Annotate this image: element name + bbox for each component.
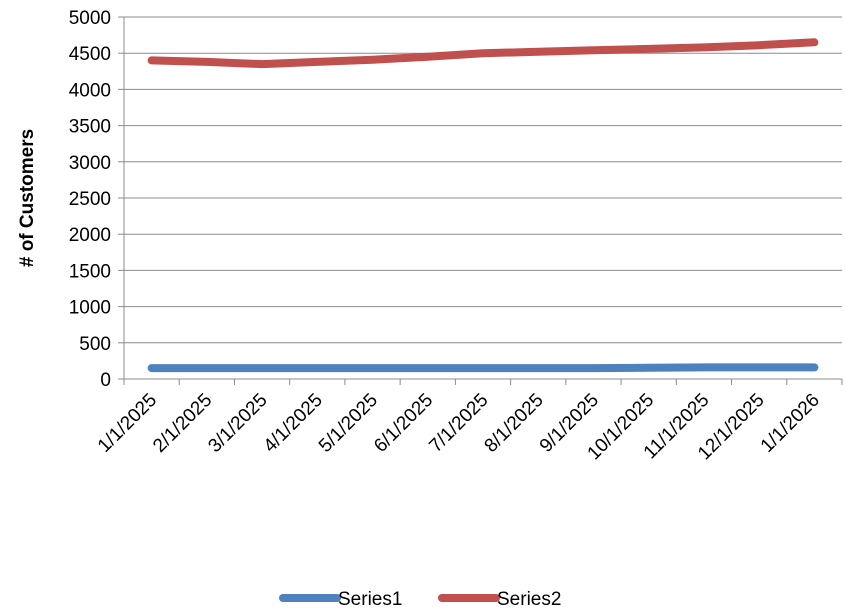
legend-item-series2: Series2 <box>442 589 561 610</box>
legend-label: Series2 <box>497 589 561 610</box>
x-tick-label: 5/1/2025 <box>315 390 382 457</box>
y-axis-title: # of Customers <box>17 129 38 267</box>
series-line-series1 <box>152 367 815 368</box>
y-tick-label: 4000 <box>69 80 111 101</box>
legend-item-series1: Series1 <box>283 589 402 610</box>
x-tick-label: 1/1/2025 <box>94 390 161 457</box>
legend-label: Series1 <box>338 589 402 610</box>
y-tick-label: 0 <box>100 370 111 391</box>
x-tick-label: 7/1/2025 <box>425 390 492 457</box>
y-tick-label: 2000 <box>69 225 111 246</box>
y-tick-label: 3500 <box>69 117 111 138</box>
legend: Series1 Series2 <box>283 589 561 610</box>
y-tick-label: 5000 <box>69 8 111 29</box>
y-tick-label: 4500 <box>69 44 111 65</box>
x-tick-label: 4/1/2025 <box>260 390 327 457</box>
x-tick-label: 3/1/2025 <box>204 390 271 457</box>
axes <box>118 17 842 385</box>
series-lines <box>152 42 815 368</box>
x-tick-label: 1/1/2026 <box>757 390 824 457</box>
y-tick-label: 2500 <box>69 189 111 210</box>
y-tick-label: 1000 <box>69 298 111 319</box>
y-tick-label: 3000 <box>69 153 111 174</box>
x-tick-label: 6/1/2025 <box>370 390 437 457</box>
y-tick-label: 1500 <box>69 261 111 282</box>
x-tick-label: 8/1/2025 <box>481 390 548 457</box>
y-tick-labels: 0 500 1000 1500 2000 2500 3000 3500 4000 4500 5000 <box>69 8 111 391</box>
x-tick-labels: 1/1/20252/1/20253/1/20254/1/20255/1/2025… <box>94 390 824 465</box>
y-tick-label: 500 <box>79 334 111 355</box>
x-tick-label: 2/1/2025 <box>149 390 216 457</box>
